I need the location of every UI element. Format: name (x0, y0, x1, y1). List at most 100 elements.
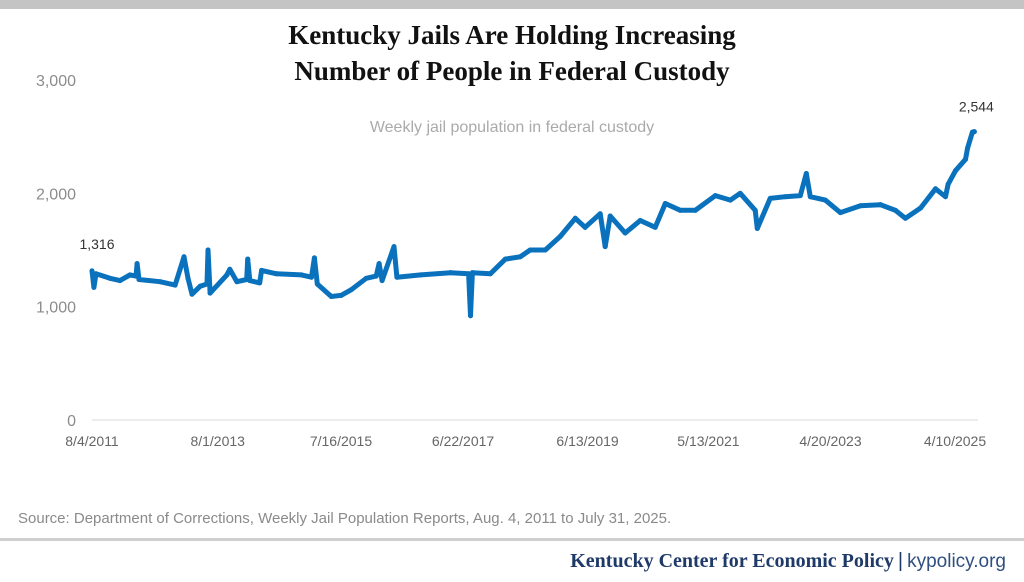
data-point (932, 186, 938, 192)
data-point (205, 247, 211, 253)
data-point (737, 190, 743, 196)
data-point (197, 283, 203, 289)
data-point (692, 207, 698, 213)
data-point (754, 225, 760, 231)
data-point (767, 195, 773, 201)
data-point (227, 266, 233, 272)
data-point (234, 279, 240, 285)
data-point (204, 281, 210, 287)
data-point (172, 282, 178, 288)
x-tick-label: 6/22/2017 (432, 433, 494, 449)
chart-subtitle: Weekly jail population in federal custod… (369, 119, 655, 136)
data-point (677, 207, 683, 213)
data-point (487, 271, 493, 277)
data-point (363, 275, 369, 281)
data-point (917, 205, 923, 211)
data-point (394, 274, 400, 280)
x-tick-label: 8/4/2011 (65, 433, 119, 449)
source-note: Source: Department of Corrections, Weekl… (18, 510, 672, 527)
data-point (637, 218, 643, 224)
data-point (373, 273, 379, 279)
data-point (91, 284, 97, 290)
data-point (177, 266, 183, 272)
data-point (273, 271, 279, 277)
data-point (328, 293, 334, 299)
data-point (467, 313, 473, 319)
data-point (822, 197, 828, 203)
y-tick-label: 0 (67, 413, 76, 430)
x-tick-label: 6/13/2019 (556, 433, 618, 449)
data-point (348, 287, 354, 293)
y-tick-label: 1,000 (36, 300, 76, 317)
data-point (391, 244, 397, 250)
data-point (185, 275, 191, 281)
data-point (662, 201, 668, 207)
data-point (136, 276, 142, 282)
data-point (127, 272, 133, 278)
data-point (797, 193, 803, 199)
data-point (502, 256, 508, 262)
data-point (418, 272, 424, 278)
data-point (607, 213, 613, 219)
data-point (314, 281, 320, 287)
data-point (963, 156, 969, 162)
footer-divider (0, 538, 1024, 541)
data-point (257, 280, 263, 286)
data-point (311, 255, 317, 261)
data-point (469, 270, 475, 276)
data-point (727, 197, 733, 203)
data-point (93, 271, 99, 277)
data-point (877, 202, 883, 208)
data-point (752, 207, 758, 213)
footer-url[interactable]: kypolicy.org (907, 551, 1006, 572)
x-tick-label: 5/13/2021 (677, 433, 739, 449)
data-point (837, 210, 843, 216)
data-point (245, 256, 251, 262)
y-tick-label: 3,000 (36, 73, 76, 90)
data-point (308, 274, 314, 280)
data-label: 1,316 (79, 236, 114, 252)
chart-title-line-1: Kentucky Jails Are Holding Increasing (288, 20, 736, 50)
data-point (782, 194, 788, 200)
data-point (712, 193, 718, 199)
data-point (134, 261, 140, 267)
data-point (542, 247, 548, 253)
footer-org-name: Kentucky Center for Economic Policy (570, 550, 894, 572)
data-point (945, 181, 951, 187)
data-point (652, 224, 658, 230)
data-point (517, 254, 523, 260)
data-point (207, 290, 213, 296)
data-point (892, 207, 898, 213)
x-tick-label: 4/10/2025 (924, 433, 986, 449)
data-point (953, 168, 959, 174)
data-point (448, 270, 454, 276)
data-point (157, 279, 163, 285)
data-point (298, 272, 304, 278)
data-point (965, 145, 971, 151)
data-label: 2,544 (959, 99, 994, 115)
data-point (189, 291, 195, 297)
data-point (338, 292, 344, 298)
data-point (133, 273, 139, 279)
top-border (0, 0, 1024, 9)
data-point (181, 254, 187, 260)
data-point (466, 271, 472, 277)
x-tick-label: 8/1/2013 (190, 433, 245, 449)
data-series-line (89, 129, 977, 319)
data-point (572, 215, 578, 221)
data-point (597, 211, 603, 217)
data-point (224, 272, 230, 278)
data-point (379, 278, 385, 284)
x-tick-label: 4/20/2023 (799, 433, 861, 449)
data-point (527, 247, 533, 253)
data-point (902, 215, 908, 221)
chart-title-line-2: Number of People in Federal Custody (294, 56, 730, 86)
data-point (117, 278, 123, 284)
data-point (857, 203, 863, 209)
data-point (376, 261, 382, 267)
data-point (602, 244, 608, 250)
data-point (89, 268, 95, 274)
footer: Kentucky Center for Economic Policy | kypo… (570, 550, 1006, 573)
x-tick-label: 7/16/2015 (310, 433, 372, 449)
